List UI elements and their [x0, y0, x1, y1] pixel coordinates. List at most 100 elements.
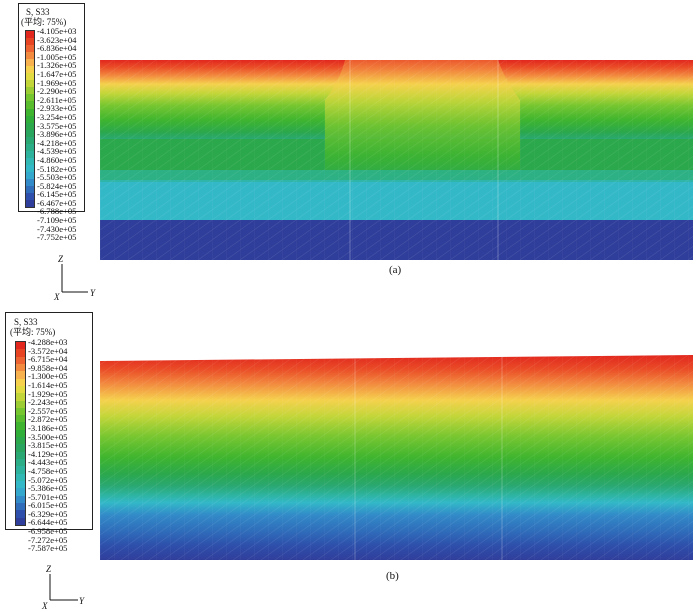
- legend-a-swatch: [26, 178, 34, 187]
- legend-b-label: -6.715e+04: [28, 354, 68, 365]
- legend-b-swatch: [16, 349, 25, 357]
- legend-b-swatch: [16, 502, 25, 511]
- legend-a-label: -2.611e+05: [37, 94, 77, 105]
- axis-a-x-label: X: [53, 292, 60, 302]
- legend-a: S, S33 (平均: 75%) -4.105e+03 -3.623e+04 -6.…: [18, 3, 85, 241]
- legend-b-swatch: [16, 510, 25, 518]
- legend-b-swatch: [16, 407, 25, 416]
- legend-a-swatch: [26, 94, 34, 102]
- contour-b-mesh: [100, 355, 693, 560]
- axis-b-y-label: Y: [79, 596, 85, 606]
- legend-a-label: -4.218e+05: [37, 137, 77, 148]
- legend-a-colorbar: [25, 30, 35, 208]
- legend-b-label: -5.386e+05: [28, 483, 68, 494]
- axis-a-z-label: Z: [58, 254, 64, 264]
- legend-b-labels: -4.288e+03 -3.572e+04 -6.715e+04 -9.858e+04…: [28, 337, 68, 552]
- legend-a-label: -5.182e+05: [37, 163, 77, 174]
- legend-a-label: -3.896e+05: [37, 129, 77, 140]
- legend-b-label: -6.329e+05: [28, 508, 68, 519]
- legend-a-label: -5.503e+05: [37, 172, 77, 183]
- legend-a-swatch: [26, 66, 34, 74]
- legend-a-swatch: [26, 31, 34, 39]
- legend-a-swatch: [26, 59, 34, 67]
- legend-a-labels: -4.105e+03 -3.623e+04 -6.836e+04 -1.005e+05…: [37, 26, 77, 241]
- legend-b-swatch: [16, 385, 25, 394]
- legend-a-label: -7.109e+05: [37, 215, 77, 226]
- legend-b-colorbar: [15, 341, 26, 526]
- legend-b-swatch: [16, 429, 25, 438]
- legend-b-swatch: [16, 378, 25, 386]
- legend-b-label: -5.701e+05: [28, 491, 68, 502]
- legend-b-label: -2.872e+05: [28, 414, 68, 425]
- legend-b-label: -7.272e+05: [28, 534, 68, 545]
- caption-b: (b): [386, 570, 399, 582]
- legend-a-swatch: [26, 129, 34, 137]
- legend-b-label: -3.500e+05: [28, 431, 68, 442]
- legend-b-label: -6.644e+05: [28, 517, 68, 528]
- legend-b-swatch: [16, 444, 25, 452]
- axis-b-x-label: X: [41, 601, 48, 611]
- legend-a-label: -4.539e+05: [37, 146, 77, 157]
- legend-a-swatch: [26, 200, 34, 208]
- legend-a-label: -2.290e+05: [37, 86, 77, 97]
- legend-b-label: -3.815e+05: [28, 440, 68, 451]
- legend-a-subtitle: (平均: 75%): [21, 17, 67, 27]
- legend-a-label: -6.467e+05: [37, 197, 77, 208]
- legend-a-label: -6.788e+05: [37, 206, 77, 217]
- legend-b-title: S, S33: [14, 317, 38, 327]
- legend-a-swatch: [26, 136, 34, 144]
- legend-b-label: -3.572e+04: [28, 345, 68, 356]
- legend-b-label: -6.958e+05: [28, 526, 68, 537]
- legend-a-swatch: [26, 73, 34, 81]
- legend-b-swatch: [16, 437, 25, 445]
- legend-b-label: -4.443e+05: [28, 457, 68, 468]
- legend-a-swatch: [26, 87, 34, 95]
- legend-b-swatch: [16, 363, 25, 372]
- legend-b-swatch: [16, 473, 25, 481]
- legend-b: S, S33 (平均: 75%) -4.288e+03 -3.572e+04 -6.…: [5, 312, 93, 552]
- contour-plot-a: [100, 60, 693, 260]
- legend-a-swatch: [26, 150, 34, 158]
- legend-b-label: -1.614e+05: [28, 379, 68, 390]
- legend-b-label: -1.300e+05: [28, 371, 68, 382]
- legend-b-label: -4.758e+05: [28, 465, 68, 476]
- legend-b-swatch: [16, 400, 25, 408]
- legend-b-swatch: [16, 371, 25, 379]
- legend-a-label: -6.836e+04: [37, 43, 77, 54]
- legend-a-swatch: [26, 52, 34, 60]
- legend-a-swatch: [26, 108, 34, 116]
- legend-a-swatch: [26, 193, 34, 201]
- legend-b-label: -4.288e+03: [28, 337, 68, 347]
- legend-a-swatch: [26, 101, 34, 109]
- legend-a-swatch: [26, 171, 34, 179]
- legend-a-swatch: [26, 164, 34, 172]
- legend-a-label: -3.254e+05: [37, 111, 77, 122]
- legend-b-label: -3.186e+05: [28, 422, 68, 433]
- legend-b-swatch: [16, 495, 25, 503]
- legend-b-label: -4.129e+05: [28, 448, 68, 459]
- legend-b-label: -7.587e+05: [28, 543, 68, 554]
- axis-triad-a: Z X Y: [53, 254, 96, 302]
- legend-a-label: -3.575e+05: [37, 120, 77, 131]
- caption-a: (a): [389, 264, 402, 276]
- legend-a-label: -5.824e+05: [37, 180, 77, 191]
- legend-b-subtitle: (平均: 75%): [10, 327, 56, 337]
- legend-a-label: -3.623e+04: [37, 34, 77, 45]
- legend-b-label: -1.929e+05: [28, 388, 68, 399]
- legend-a-title: S, S33: [26, 7, 50, 17]
- legend-b-label: -2.243e+05: [28, 397, 68, 408]
- legend-a-swatch: [26, 38, 34, 46]
- legend-a-swatch: [26, 122, 34, 130]
- legend-a-label: -4.105e+03: [37, 26, 77, 36]
- contour-plot-b: [100, 355, 693, 560]
- legend-b-swatch: [16, 415, 25, 423]
- legend-a-label: -1.005e+05: [37, 51, 77, 62]
- legend-b-swatch: [16, 393, 25, 401]
- legend-b-swatch: [16, 356, 25, 364]
- axis-b-z-label: Z: [46, 564, 52, 574]
- legend-b-label: -2.557e+05: [28, 405, 68, 416]
- contour-a-mesh: [100, 60, 693, 260]
- legend-b-swatch: [16, 480, 25, 489]
- legend-a-swatch: [26, 186, 34, 194]
- legend-b-label: -6.015e+05: [28, 500, 68, 511]
